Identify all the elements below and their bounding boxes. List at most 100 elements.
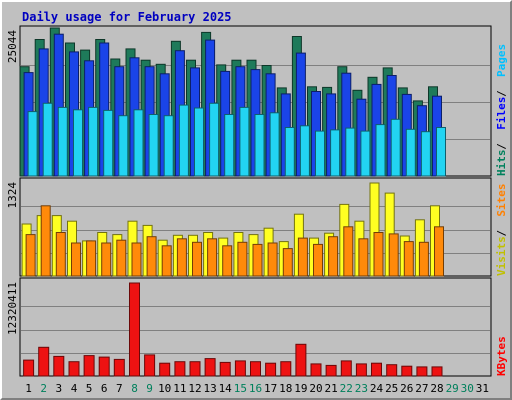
x-tick-label-day-30: 30	[461, 382, 474, 395]
legend-kbytes: KBytes	[495, 336, 508, 376]
bar-kbytes-day-18	[280, 361, 292, 377]
bar-pages-day-7	[118, 115, 129, 177]
x-tick-label-day-21: 21	[324, 382, 337, 395]
bar-sites-day-3	[55, 232, 66, 277]
bar-sites-day-15	[237, 241, 248, 277]
bar-kbytes-day-5	[83, 355, 95, 377]
bar-sites-day-18	[282, 248, 293, 277]
bar-kbytes-day-13	[204, 358, 216, 377]
bar-pages-day-18	[284, 127, 295, 177]
bar-kbytes-day-15	[234, 360, 246, 377]
x-tick-label-day-17: 17	[264, 382, 277, 395]
x-tick-label-day-7: 7	[116, 382, 123, 395]
panel-visits-ymax-label: 1324	[6, 182, 19, 209]
bar-sites-day-16	[252, 243, 263, 277]
bar-kbytes-day-21	[325, 364, 337, 377]
bar-pages-day-3	[57, 106, 68, 177]
bar-pages-day-24	[375, 124, 386, 177]
bar-pages-day-28	[436, 127, 446, 177]
bar-kbytes-day-20	[310, 363, 322, 377]
x-tick-label-day-15: 15	[234, 382, 247, 395]
bar-pages-day-11	[178, 104, 189, 177]
bar-sites-day-5	[86, 240, 97, 277]
x-tick-label-day-22: 22	[340, 382, 353, 395]
bar-kbytes-day-26	[401, 365, 413, 377]
x-tick-label-day-11: 11	[173, 382, 186, 395]
x-tick-label-day-19: 19	[294, 382, 307, 395]
bar-kbytes-day-6	[98, 356, 110, 377]
bar-sites-day-17	[267, 242, 278, 277]
bar-pages-day-13	[209, 102, 220, 177]
bar-pages-day-5	[88, 106, 99, 177]
legend-sites: Sites	[495, 183, 508, 216]
x-tick-label-day-3: 3	[55, 382, 62, 395]
x-tick-label-day-1: 1	[25, 382, 32, 395]
chart-title: Daily usage for February 2025	[22, 10, 232, 24]
bar-sites-day-21	[328, 236, 339, 277]
bar-kbytes-day-11	[174, 361, 186, 377]
bar-pages-day-1	[27, 111, 38, 177]
panel-visits-legend-separator: /	[495, 230, 508, 237]
bar-kbytes-day-14	[219, 361, 231, 377]
x-tick-label-day-14: 14	[219, 382, 233, 395]
x-tick-label-day-16: 16	[249, 382, 262, 395]
bar-sites-day-20	[313, 243, 323, 277]
bar-pages-day-14	[224, 114, 235, 177]
x-tick-label-day-26: 26	[400, 382, 413, 395]
bar-kbytes-day-4	[68, 361, 80, 377]
bar-kbytes-day-9	[144, 354, 156, 377]
x-tick-label-day-10: 10	[158, 382, 171, 395]
bar-sites-day-6	[101, 242, 112, 277]
bar-pages-day-20	[315, 130, 325, 177]
panel-hits-legend-separator: /	[495, 90, 508, 97]
bar-kbytes-day-24	[371, 362, 382, 377]
bar-sites-day-9	[146, 236, 157, 277]
panel-kbytes-ymax-label: 12320411	[6, 282, 19, 335]
bar-kbytes-day-7	[113, 358, 125, 377]
legend-files: Files	[495, 97, 508, 130]
x-tick-label-day-31: 31	[476, 382, 489, 395]
x-tick-label-day-24: 24	[370, 382, 384, 395]
bar-pages-day-27	[420, 131, 431, 177]
bar-sites-day-22	[343, 226, 354, 277]
bar-sites-day-25	[388, 233, 399, 277]
bar-pages-day-6	[103, 109, 114, 177]
bar-pages-day-10	[163, 115, 174, 177]
bar-pages-day-16	[254, 114, 265, 177]
panel-hits-ymax-label: 25044	[6, 30, 19, 63]
bar-pages-day-21	[330, 129, 341, 177]
x-tick-label-day-13: 13	[203, 382, 216, 395]
bar-kbytes-day-12	[189, 361, 201, 377]
bar-pages-day-25	[390, 118, 401, 177]
bar-pages-day-8	[133, 109, 144, 177]
bar-kbytes-day-2	[38, 346, 50, 377]
bar-pages-day-2	[42, 102, 53, 177]
bar-pages-day-15	[239, 106, 250, 177]
bar-sites-day-23	[358, 238, 369, 277]
bar-kbytes-day-16	[250, 361, 261, 377]
bar-sites-day-28	[434, 226, 444, 277]
x-tick-label-day-28: 28	[430, 382, 443, 395]
x-tick-label-day-6: 6	[101, 382, 108, 395]
x-tick-label-day-2: 2	[40, 382, 47, 395]
bar-sites-day-26	[403, 241, 414, 277]
panel-hits-legend-separator: /	[495, 143, 508, 150]
x-tick-label-day-4: 4	[71, 382, 78, 395]
bar-kbytes-day-25	[386, 364, 398, 377]
x-tick-label-day-23: 23	[355, 382, 368, 395]
bar-kbytes-day-19	[295, 343, 307, 377]
bar-sites-day-13	[207, 238, 218, 277]
bar-sites-day-14	[222, 245, 233, 277]
x-tick-label-day-18: 18	[279, 382, 292, 395]
bar-kbytes-day-23	[355, 363, 367, 377]
x-tick-label-day-9: 9	[146, 382, 153, 395]
x-tick-label-day-5: 5	[86, 382, 93, 395]
bar-kbytes-day-10	[159, 362, 171, 377]
bar-sites-day-27	[418, 241, 429, 277]
bar-pages-day-12	[194, 107, 204, 177]
bar-kbytes-day-28	[431, 366, 443, 377]
bar-pages-day-9	[148, 114, 159, 177]
x-tick-label-day-27: 27	[415, 382, 428, 395]
bar-kbytes-day-3	[53, 355, 65, 377]
